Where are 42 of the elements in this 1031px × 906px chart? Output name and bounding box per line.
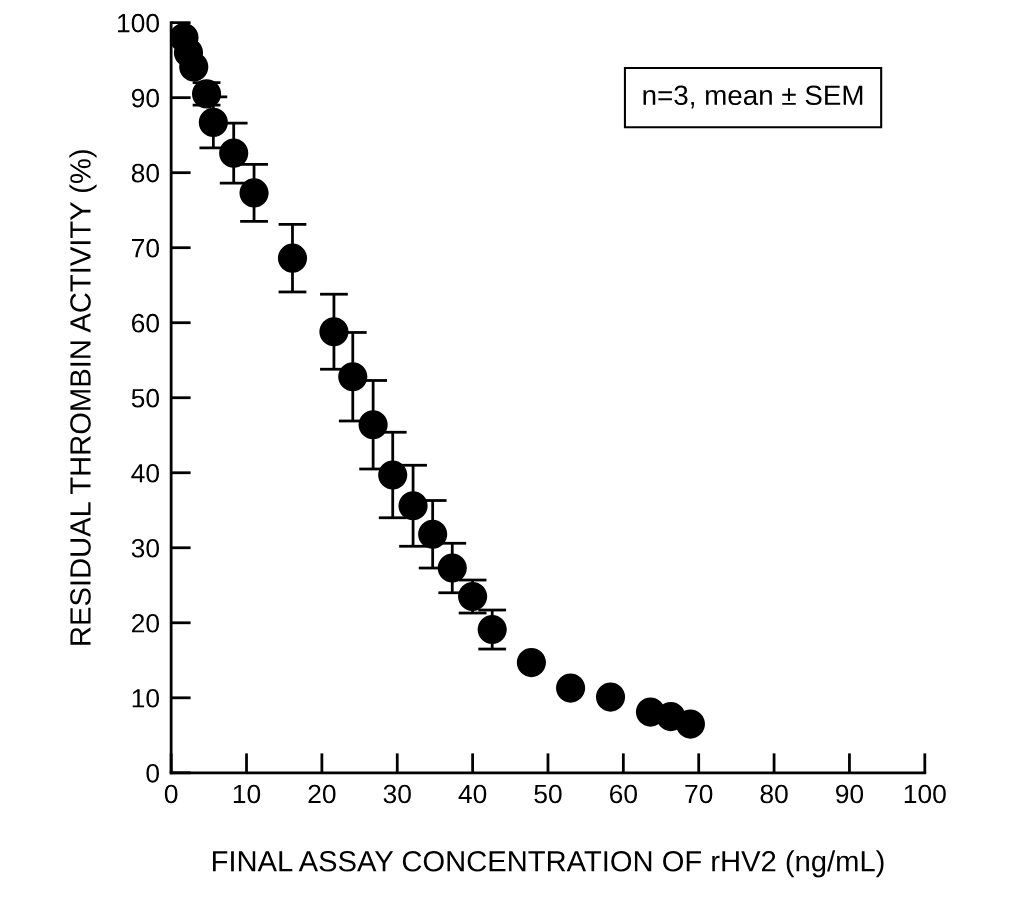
y-tick-label: 60: [132, 313, 160, 333]
point: [398, 491, 428, 521]
x-tick-label: 50: [534, 784, 562, 804]
point: [675, 709, 705, 739]
point: [516, 647, 546, 678]
point: [198, 107, 228, 138]
point: [556, 673, 586, 703]
point: [378, 460, 408, 490]
y-axis-title: RESIDUAL THROMBIN ACTIVITY (%): [69, 150, 97, 645]
x-axis-title: FINAL ASSAY CONCENTRATION OF rHV2 (ng/mL): [212, 850, 884, 878]
point: [477, 614, 507, 645]
point: [219, 138, 249, 168]
y-tick-label: 80: [131, 163, 160, 183]
x-tick-label: 70: [685, 784, 713, 804]
y-tick-label: 90: [131, 88, 160, 108]
x-tick-label: 10: [233, 784, 261, 804]
x-tick-label: 0: [164, 784, 178, 804]
y-tick-label: 30: [131, 538, 160, 558]
point: [358, 410, 388, 440]
point: [595, 682, 626, 712]
point: [319, 317, 349, 347]
x-tick-label: 20: [308, 784, 336, 804]
y-tick-label: 0: [146, 763, 159, 783]
point: [418, 519, 448, 549]
point: [239, 178, 269, 208]
y-tick-label: 10: [132, 688, 160, 708]
x-tick-label: 30: [383, 784, 411, 804]
x-tick-label: 80: [760, 784, 788, 804]
x-tick-label: 100: [904, 784, 946, 804]
y-tick-label: 50: [131, 388, 160, 408]
y-tick-label: 20: [132, 613, 160, 633]
y-tick-label: 100: [118, 13, 160, 33]
x-tick-label: 40: [458, 784, 487, 804]
annotation: n=3, mean ± SEM: [643, 85, 863, 109]
point: [437, 553, 467, 583]
point: [338, 362, 368, 392]
y-tick-label: 40: [131, 463, 160, 483]
x-tick-label: 60: [610, 784, 637, 804]
point: [277, 243, 308, 273]
point: [179, 52, 209, 82]
x-tick-label: 90: [836, 784, 864, 804]
y-tick-label: 70: [132, 238, 160, 258]
